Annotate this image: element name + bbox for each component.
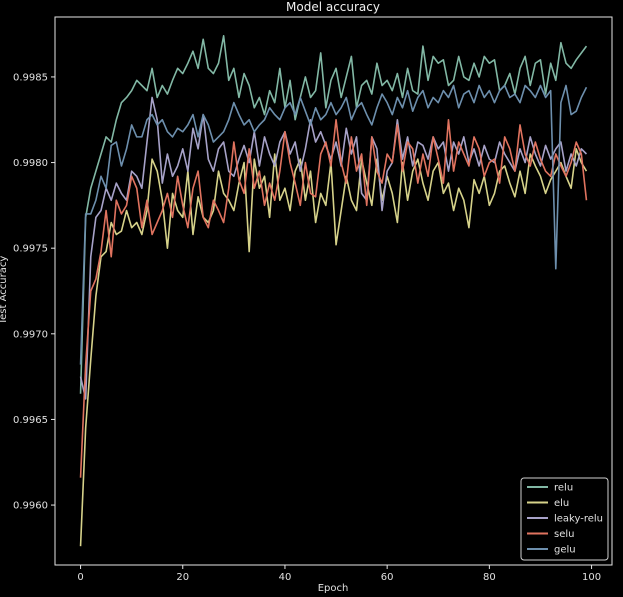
y-axis-title: Test Accuracy (0, 256, 9, 326)
x-axis-title: Epoch (318, 583, 349, 594)
legend-label: gelu (554, 545, 576, 556)
x-tick-label: 80 (483, 572, 496, 583)
legend-label: selu (554, 529, 574, 540)
x-tick-label: 100 (582, 572, 601, 583)
x-tick-label: 0 (77, 572, 83, 583)
legend-label: relu (554, 483, 573, 494)
x-axis-ticks: 0 20 40 60 80 100 (77, 565, 601, 583)
y-tick-label: 0.9980 (13, 158, 48, 169)
x-tick-label: 60 (381, 572, 394, 583)
series-line-elu (79, 148, 588, 547)
legend-box (520, 477, 609, 561)
y-tick-label: 0.9985 (13, 72, 48, 83)
plot-area (54, 16, 613, 566)
y-axis-ticks: 0.9960 0.9965 0.9970 0.9975 0.9980 0.9985 (13, 72, 55, 512)
y-tick-label: 0.9965 (13, 415, 48, 426)
legend-label: elu (554, 498, 569, 509)
x-tick-label: 20 (176, 572, 189, 583)
y-tick-label: 0.9970 (13, 329, 48, 340)
legend-label: leaky-relu (554, 514, 603, 525)
series-line-selu (79, 118, 588, 478)
y-tick-label: 0.9960 (13, 501, 48, 512)
x-tick-label: 40 (279, 572, 292, 583)
legend: relu elu leaky-relu selu gelu (520, 477, 609, 561)
plot-frame (54, 16, 613, 566)
chart-title: Model accuracy (286, 0, 380, 14)
series-line-gelu (79, 84, 588, 365)
series-line-leaky-relu (79, 96, 588, 400)
y-tick-label: 0.9975 (13, 244, 48, 255)
